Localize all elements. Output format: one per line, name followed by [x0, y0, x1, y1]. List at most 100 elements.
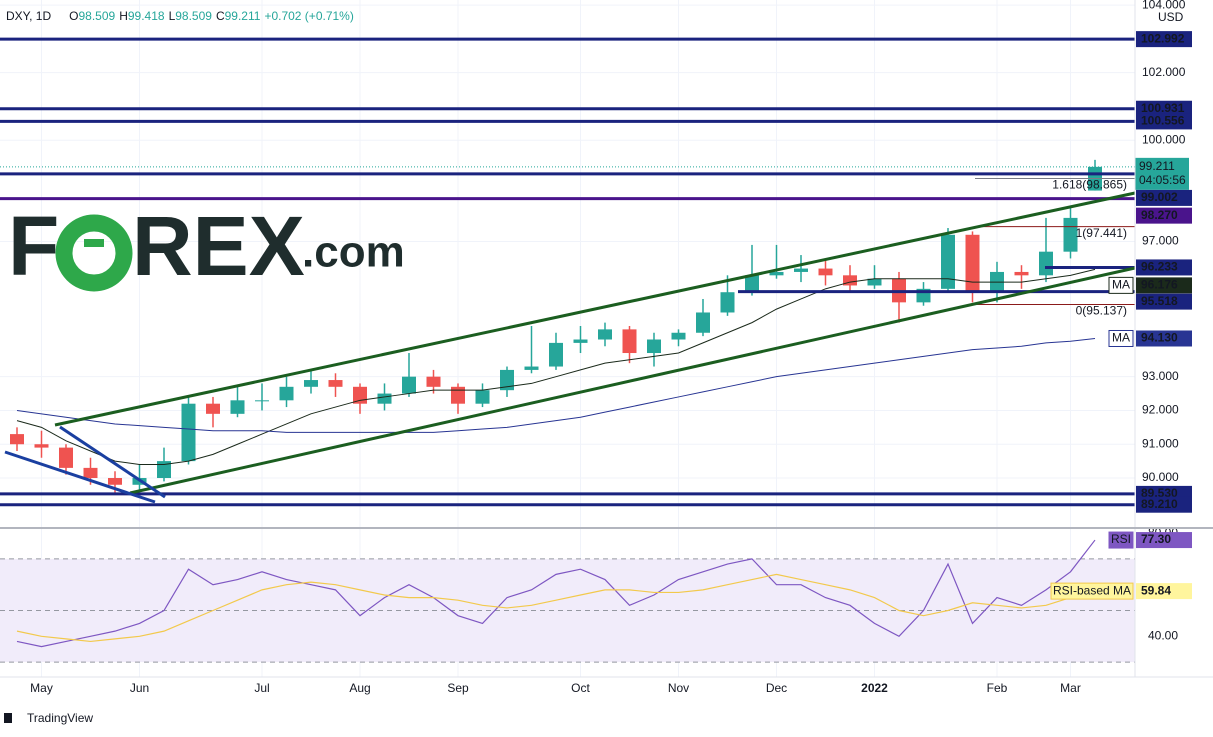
y-tick-label: 100.000: [1142, 132, 1186, 146]
ohlc-key: O: [69, 9, 78, 23]
candle-body: [573, 339, 588, 343]
x-tick-label: Jul: [254, 681, 269, 695]
candle-body: [255, 400, 269, 402]
candle-body: [549, 342, 563, 367]
y-tick-label: 91.000: [1142, 436, 1179, 450]
price-box: [1135, 157, 1189, 190]
series-value-box: [1136, 532, 1192, 549]
series-name-box: [1108, 531, 1134, 549]
price-label: 99.211: [1139, 159, 1175, 173]
level-box: [1136, 293, 1192, 310]
candle-body: [1039, 251, 1053, 276]
symbol: DXY, 1D: [6, 9, 51, 23]
labels-layer: 104.000 102.000 100.000 97.000 93.000 92.000 9…: [30, 0, 1192, 695]
channel-upper: [54, 191, 1136, 427]
level-label: 102.992: [1141, 31, 1185, 45]
series-value-box: [1136, 277, 1192, 294]
x-tick-label: Oct: [571, 681, 590, 695]
x-tick-label: Nov: [668, 681, 689, 695]
x-tick-label: Dec: [766, 681, 787, 695]
y-tick-label: 97.000: [1142, 234, 1179, 248]
candle-body: [696, 312, 710, 333]
candle-body: [818, 268, 833, 276]
candle-body: [500, 369, 514, 391]
level-label: 100.556: [1141, 114, 1185, 128]
series-value: 59.84: [1141, 583, 1171, 597]
series-name: MA: [1112, 278, 1130, 292]
rsi-line: [16, 573, 1096, 643]
level-box: [1136, 113, 1192, 130]
candle-body: [794, 268, 808, 272]
logo-com: .com: [302, 228, 405, 277]
fib-label: 1(97.441): [1076, 226, 1127, 240]
candle-body: [965, 234, 980, 293]
x-tick-label: Mar: [1060, 681, 1081, 695]
candle-body: [402, 376, 416, 394]
tv-brand: TradingView: [27, 711, 93, 725]
candle-body: [279, 386, 294, 401]
series-value: 94.130: [1141, 331, 1178, 345]
candle-body: [622, 329, 637, 354]
marks-layer: [0, 37, 1135, 648]
candle-body: [377, 393, 392, 404]
candle-body: [157, 461, 171, 479]
logo-f: F: [8, 199, 59, 293]
series-value: 77.30: [1141, 532, 1171, 546]
x-tick-label: Aug: [349, 681, 370, 695]
candle-body: [304, 380, 318, 387]
level-box: [1136, 100, 1192, 117]
tv-logo-mark: [4, 713, 12, 723]
ohlc-value: 98.509: [175, 9, 212, 23]
candle-body: [475, 390, 490, 404]
candle-body: [647, 339, 661, 354]
level-label: 98.270: [1141, 208, 1178, 222]
ohlc-key: C: [216, 9, 225, 23]
level-box: [1136, 496, 1192, 513]
candle-body: [10, 434, 24, 445]
candle-body: [451, 386, 465, 404]
level-label: 99.002: [1141, 190, 1178, 204]
rsi-tick-label: 40.00: [1148, 628, 1178, 642]
ohlc-value: 99.418: [128, 9, 165, 23]
level-box: [1136, 31, 1192, 48]
level-box: [1136, 259, 1192, 276]
candle-body: [83, 467, 98, 479]
currency-label: USD: [1158, 10, 1184, 24]
candle-body: [181, 403, 196, 462]
series-name: RSI: [1111, 532, 1131, 546]
series-name-box: [1108, 329, 1134, 347]
ohlc-key: H: [119, 9, 128, 23]
candle-body: [769, 271, 784, 276]
change: +0.702 (+0.71%): [264, 9, 353, 23]
moving-average: [16, 268, 1096, 466]
fib-label: 0(95.137): [1076, 304, 1127, 318]
y-tick-label: 104.000: [1142, 0, 1186, 11]
drawings: [4, 191, 1136, 504]
y-tick-label: 90.000: [1142, 470, 1179, 484]
series-value: 96.176: [1141, 278, 1178, 292]
candle-body: [328, 380, 343, 387]
level-label: 89.530: [1141, 486, 1178, 500]
level-label: 95.518: [1141, 294, 1178, 308]
candle-body: [59, 447, 73, 468]
wedge-lower: [4, 450, 156, 504]
level-label: 89.210: [1141, 497, 1178, 511]
level-label: 96.233: [1141, 260, 1178, 274]
series-name-box: [1108, 276, 1134, 294]
ohlc-value: 99.211: [225, 9, 261, 23]
candle-body: [426, 376, 441, 387]
candle-body: [230, 400, 245, 414]
ohlc-value: 98.509: [78, 9, 115, 23]
candle-body: [108, 478, 122, 485]
candle-body: [524, 366, 539, 370]
series-name: MA: [1112, 331, 1130, 345]
series-value-box: [1136, 583, 1192, 600]
level-box: [1136, 189, 1192, 206]
x-tick-label: Jun: [130, 681, 149, 695]
candle-body: [34, 444, 49, 448]
ohlc-key: L: [169, 9, 176, 23]
fib-label: 1.618(98.865): [1052, 178, 1127, 192]
rsi-line: [16, 539, 1096, 648]
candle-body: [745, 275, 759, 293]
